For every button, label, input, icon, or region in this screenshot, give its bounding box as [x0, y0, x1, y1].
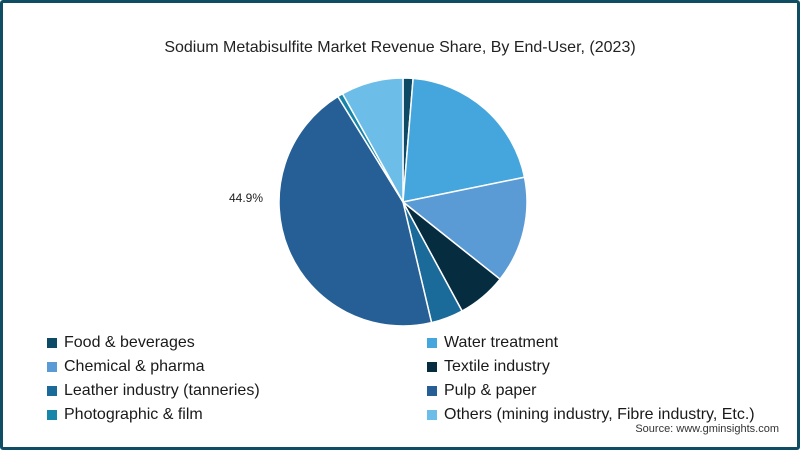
source-note: Source: www.gminsights.com: [635, 423, 779, 435]
legend-swatch-icon: [427, 410, 437, 420]
legend-label: Photographic & film: [64, 406, 203, 423]
pie-data-label: 44.9%: [229, 191, 264, 205]
pie-slice: [402, 176, 528, 280]
legend-item-water-treatment: Water treatment: [427, 333, 787, 353]
pie-slice: [341, 77, 404, 203]
pie-slice: [278, 95, 433, 327]
legend-label: Textile industry: [444, 358, 550, 375]
legend-item-photographic-film: Photographic & film: [47, 405, 427, 425]
pie-chart: [278, 77, 528, 327]
legend-item-pulp-paper: Pulp & paper: [427, 381, 787, 401]
legend-swatch-icon: [427, 362, 437, 372]
legend-item-textile-industry: Textile industry: [427, 357, 787, 377]
legend-item-food-beverages: Food & beverages: [47, 333, 427, 353]
legend: Food & beverages Water treatment Chemica…: [47, 333, 787, 425]
legend-label: Others (mining industry, Fibre industry,…: [444, 406, 755, 423]
legend-swatch-icon: [427, 338, 437, 348]
legend-swatch-icon: [47, 338, 57, 348]
pie-slice: [402, 77, 526, 203]
legend-item-chemical-pharma: Chemical & pharma: [47, 357, 427, 377]
legend-label: Leather industry (tanneries): [64, 382, 260, 399]
legend-item-leather-industry: Leather industry (tanneries): [47, 381, 427, 401]
legend-label: Pulp & paper: [444, 382, 537, 399]
legend-label: Water treatment: [444, 334, 559, 351]
chart-title: Sodium Metabisulfite Market Revenue Shar…: [164, 39, 636, 56]
legend-swatch-icon: [47, 410, 57, 420]
legend-item-others: Others (mining industry, Fibre industry,…: [427, 405, 787, 425]
legend-swatch-icon: [47, 386, 57, 396]
legend-label: Food & beverages: [64, 334, 195, 351]
legend-swatch-icon: [47, 362, 57, 372]
legend-swatch-icon: [427, 386, 437, 396]
legend-label: Chemical & pharma: [64, 358, 205, 375]
